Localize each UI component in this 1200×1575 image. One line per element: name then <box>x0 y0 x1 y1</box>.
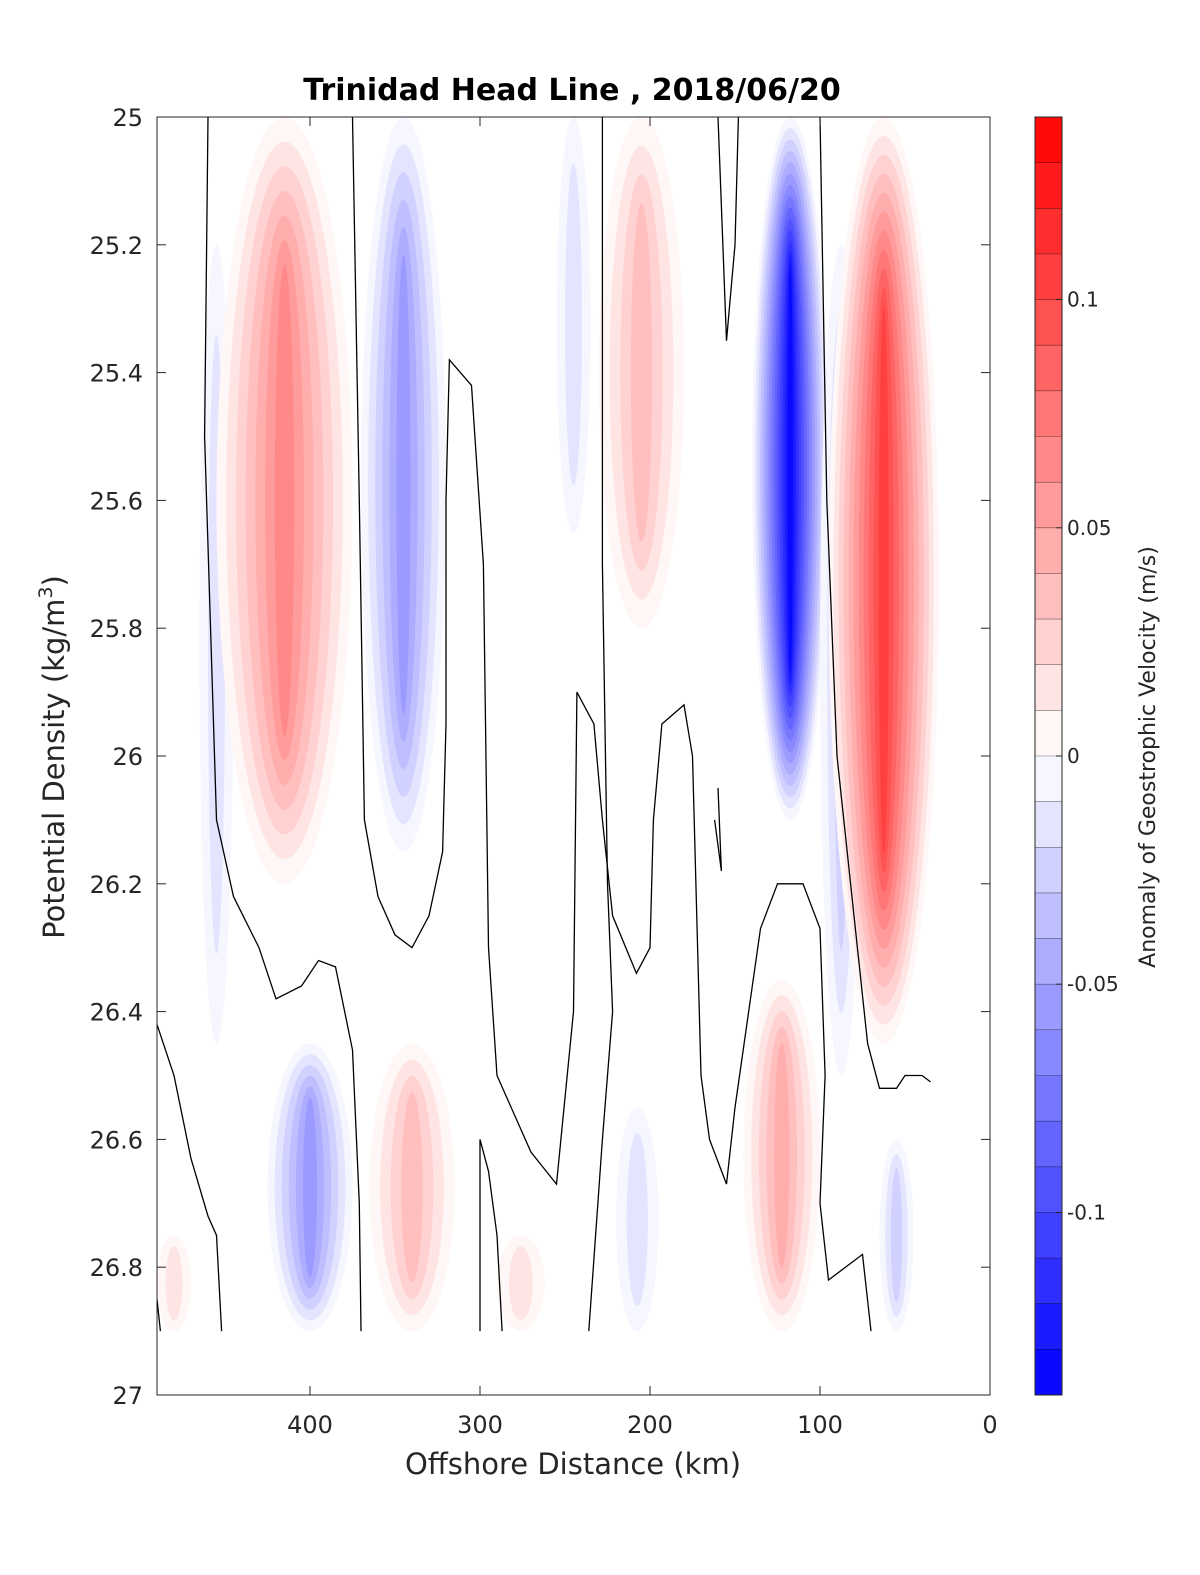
velocity-feature <box>497 1235 545 1332</box>
colorbar-swatch <box>1035 664 1062 711</box>
x-axis-label: Offshore Distance (km) <box>405 1447 741 1481</box>
velocity-band <box>401 1092 423 1283</box>
colorbar-swatch <box>1035 1349 1062 1396</box>
y-axis-label: Potential Density (kg/m3) <box>35 575 71 939</box>
colorbar <box>1035 116 1062 1396</box>
colorbar-swatch <box>1035 801 1062 848</box>
colorbar-tick-label: 0 <box>1067 744 1080 768</box>
zero-contour-line <box>479 1139 503 1332</box>
velocity-feature <box>369 1043 455 1332</box>
colorbar-swatch <box>1035 527 1062 574</box>
zero-contour-line <box>157 1299 162 1332</box>
velocity-feature <box>752 117 829 820</box>
zero-contour-line <box>717 117 740 341</box>
y-tick-label: 25.2 <box>90 232 143 260</box>
velocity-band <box>774 1042 790 1268</box>
colorbar-swatch <box>1035 1258 1062 1305</box>
y-tick-label: 26.4 <box>90 999 143 1027</box>
colorbar-swatch <box>1035 345 1062 392</box>
colorbar-tick-label: 0.05 <box>1067 516 1112 540</box>
zero-contour-line <box>819 117 931 1089</box>
colorbar-label: Anomaly of Geostrophic Velocity (m/s) <box>1136 546 1161 968</box>
y-axis-label-close: ) <box>37 575 71 586</box>
colorbar-swatch <box>1035 1075 1062 1122</box>
y-tick-label: 25 <box>112 104 143 132</box>
y-tick-label: 26.6 <box>90 1126 143 1154</box>
x-tick-label: 200 <box>627 1411 673 1439</box>
velocity-feature <box>216 117 353 884</box>
velocity-band <box>878 306 889 855</box>
colorbar-swatch <box>1035 756 1062 803</box>
velocity-feature <box>556 117 591 533</box>
colorbar-swatch <box>1035 984 1062 1031</box>
x-tick-label: 400 <box>287 1411 333 1439</box>
x-tick-label: 0 <box>982 1411 997 1439</box>
colorbar-swatch <box>1035 253 1062 301</box>
velocity-feature <box>743 979 820 1332</box>
y-tick-label: 25.8 <box>90 615 143 643</box>
colorbar-swatch <box>1035 1029 1062 1076</box>
colorbar-swatch <box>1035 1212 1062 1259</box>
y-tick-label: 25.6 <box>90 487 143 515</box>
x-tick-label: 100 <box>797 1411 843 1439</box>
colorbar-swatch <box>1035 117 1062 164</box>
y-tick-label: 25.4 <box>90 360 143 388</box>
zero-contour-line <box>157 1024 223 1332</box>
zero-contour-layer <box>157 117 931 1332</box>
colorbar-swatch <box>1035 573 1062 620</box>
velocity-band <box>630 203 653 542</box>
x-tick-label: 300 <box>457 1411 503 1439</box>
colorbar-swatch <box>1035 436 1062 483</box>
colorbar-swatch <box>1035 847 1062 894</box>
colorbar-swatch <box>1035 619 1062 666</box>
y-tick-label: 26.8 <box>90 1254 143 1282</box>
velocity-band <box>626 1132 648 1306</box>
colorbar-swatch <box>1035 892 1062 940</box>
colorbar-ticks: 0.1 0.05 0 -0.05 -0.1 <box>1056 288 1119 1224</box>
y-axis-label-superscript: 3 <box>35 586 57 598</box>
zero-contour-line <box>588 117 614 1332</box>
velocity-feature <box>616 1107 659 1332</box>
colorbar-swatch <box>1035 390 1062 437</box>
velocity-feature <box>361 117 446 852</box>
colorbar-swatch <box>1035 1121 1062 1168</box>
colorbar-swatch <box>1035 710 1062 757</box>
zero-contour-line <box>351 117 872 1332</box>
colorbar-tick-label: 0.1 <box>1067 288 1099 312</box>
colorbar-swatch <box>1035 938 1062 985</box>
colorbar-tick-label: -0.05 <box>1067 972 1119 996</box>
velocity-band <box>565 163 582 486</box>
velocity-band <box>508 1246 533 1321</box>
velocity-band <box>302 1097 318 1278</box>
velocity-fill-layer <box>157 117 990 1395</box>
velocity-band <box>274 264 295 736</box>
colorbar-swatch <box>1035 1303 1062 1350</box>
zero-contour-line <box>713 787 723 872</box>
velocity-feature <box>267 1043 353 1332</box>
velocity-feature <box>599 117 684 629</box>
velocity-band <box>396 254 411 715</box>
no-data-region <box>157 1331 990 1395</box>
y-axis-label-main: Potential Density (kg/m <box>37 599 71 939</box>
colorbar-swatch <box>1035 482 1062 529</box>
colorbar-swatch <box>1035 299 1062 346</box>
colorbar-swatch <box>1035 1166 1062 1213</box>
y-axis: 25 25.2 25.4 25.6 25.8 26 26.2 26.4 26.6 26.8 27 <box>90 104 990 1410</box>
x-axis: 400 300 200 100 0 <box>287 117 998 1439</box>
velocity-band <box>165 1246 183 1321</box>
velocity-band <box>787 263 793 674</box>
colorbar-tick-label: -0.1 <box>1067 1200 1106 1224</box>
zero-contour-line <box>203 117 362 1332</box>
velocity-feature <box>879 1139 914 1332</box>
y-tick-label: 26.2 <box>90 871 143 899</box>
velocity-band <box>890 1168 903 1303</box>
colorbar-swatch <box>1035 208 1062 255</box>
y-tick-label: 26 <box>112 743 143 771</box>
colorbar-swatch <box>1035 162 1062 209</box>
velocity-feature <box>157 1235 191 1332</box>
chart-title: Trinidad Head Line , 2018/06/20 <box>303 73 840 108</box>
velocity-feature <box>828 117 939 1044</box>
y-tick-label: 27 <box>112 1382 143 1410</box>
